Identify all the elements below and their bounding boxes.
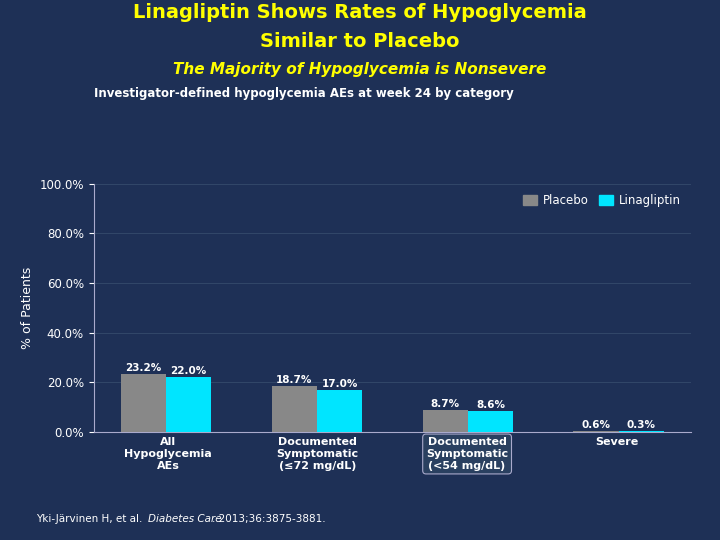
Text: 0.6%: 0.6% <box>582 420 611 429</box>
Text: Documented
Symptomatic
(≤72 mg/dL): Documented Symptomatic (≤72 mg/dL) <box>276 437 359 470</box>
Text: 8.6%: 8.6% <box>476 400 505 410</box>
Text: Investigator-defined hypoglycemia AEs at week 24 by category: Investigator-defined hypoglycemia AEs at… <box>94 87 513 100</box>
Text: 17.0%: 17.0% <box>321 379 358 389</box>
Text: Diabetes Care: Diabetes Care <box>148 514 221 524</box>
Bar <box>317 390 362 432</box>
Bar <box>468 410 513 432</box>
Bar <box>423 410 468 432</box>
Bar <box>574 430 618 432</box>
Text: All
Hypoglycemia
AEs: All Hypoglycemia AEs <box>125 437 212 470</box>
Bar <box>121 374 166 432</box>
Y-axis label: % of Patients: % of Patients <box>21 267 34 349</box>
Text: The Majority of Hypoglycemia is Nonsevere: The Majority of Hypoglycemia is Nonsever… <box>174 62 546 77</box>
Text: Severe: Severe <box>595 437 638 448</box>
Text: . 2013;36:3875-3881.: . 2013;36:3875-3881. <box>212 514 326 524</box>
Text: 0.3%: 0.3% <box>627 420 656 430</box>
Legend: Placebo, Linagliptin: Placebo, Linagliptin <box>518 190 685 212</box>
Text: Documented
Symptomatic
(<54 mg/dL): Documented Symptomatic (<54 mg/dL) <box>426 437 508 470</box>
Text: 18.7%: 18.7% <box>276 375 312 384</box>
Text: 23.2%: 23.2% <box>125 363 161 373</box>
Text: Linagliptin Shows Rates of Hypoglycemia: Linagliptin Shows Rates of Hypoglycemia <box>133 3 587 22</box>
Text: 22.0%: 22.0% <box>171 366 207 376</box>
Bar <box>618 431 664 432</box>
Bar <box>166 377 211 432</box>
Text: 8.7%: 8.7% <box>431 400 460 409</box>
Text: Similar to Placebo: Similar to Placebo <box>260 32 460 51</box>
Text: Yki-Järvinen H, et al.: Yki-Järvinen H, et al. <box>36 514 145 524</box>
Bar <box>271 386 317 432</box>
